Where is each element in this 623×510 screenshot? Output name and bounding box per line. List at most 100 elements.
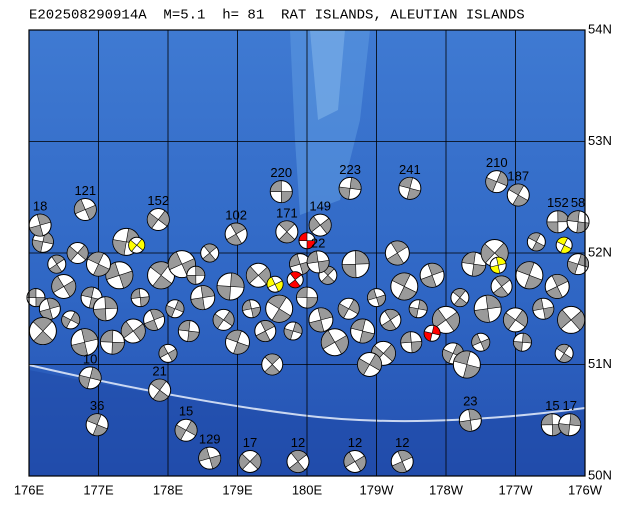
lon-label: 176E xyxy=(14,482,45,497)
lon-label: 177W xyxy=(499,482,534,497)
beachball xyxy=(408,299,428,319)
beachball-part xyxy=(381,309,400,331)
beachball-part xyxy=(298,232,316,250)
beachball xyxy=(51,273,77,299)
beachball xyxy=(367,288,386,308)
lon-label: 178E xyxy=(153,482,184,497)
beachball xyxy=(357,352,383,377)
beachball-part xyxy=(267,295,292,323)
beachball-part xyxy=(473,295,502,323)
beachball xyxy=(38,297,61,320)
beachball xyxy=(158,343,178,363)
lat-label: 54N xyxy=(588,21,612,36)
beachball-part xyxy=(391,450,413,473)
beachball-part xyxy=(308,307,333,333)
beachball-part xyxy=(503,309,528,331)
beachball xyxy=(165,299,185,319)
depth-label: 36 xyxy=(90,398,104,413)
beachball-part xyxy=(321,330,349,355)
shallow-area xyxy=(310,30,345,120)
beachball xyxy=(320,328,349,357)
depth-label: 187 xyxy=(507,168,529,183)
beachball xyxy=(148,378,172,402)
beachball xyxy=(128,236,146,254)
beachball-part xyxy=(48,254,65,274)
beachball xyxy=(198,446,222,470)
beachball-part xyxy=(87,251,110,277)
depth-label: 12 xyxy=(348,435,362,450)
beachball-part xyxy=(283,322,303,341)
beachball-part xyxy=(545,274,569,299)
beachball xyxy=(286,271,304,289)
beachball xyxy=(566,210,590,234)
beachball-part xyxy=(556,344,573,363)
beachball xyxy=(384,240,410,266)
beachball-part xyxy=(51,275,76,298)
depth-label: 58 xyxy=(571,195,585,210)
beachball-part xyxy=(266,276,284,292)
beachball-part xyxy=(296,286,318,309)
beachball xyxy=(558,413,582,437)
depth-label: 223 xyxy=(339,162,361,177)
beachball xyxy=(532,297,555,320)
beachball xyxy=(540,413,564,437)
beachball xyxy=(423,324,441,342)
beachball-part xyxy=(32,317,54,345)
beachball-part xyxy=(71,328,99,356)
beachball-part xyxy=(557,309,585,331)
depth-label: 129 xyxy=(199,432,221,447)
beachball xyxy=(245,262,271,288)
depth-label: 12 xyxy=(291,435,305,450)
beachball xyxy=(28,213,52,237)
beachball xyxy=(241,299,261,319)
beachball xyxy=(66,242,89,264)
lon-label: 180E xyxy=(292,482,323,497)
beachball xyxy=(489,256,507,274)
beachball xyxy=(567,253,590,276)
beachball xyxy=(379,308,402,331)
beachball xyxy=(225,329,250,355)
depth-label: 121 xyxy=(74,183,96,198)
beachball-part xyxy=(61,311,80,329)
depth-label: 210 xyxy=(486,155,508,170)
beachball-part xyxy=(558,413,581,436)
beachball xyxy=(341,250,370,279)
beachball xyxy=(265,294,294,323)
lon-label: 177E xyxy=(83,482,114,497)
beachball-part xyxy=(264,353,281,376)
beachball xyxy=(390,272,419,301)
depth-label: 102 xyxy=(225,207,247,222)
beachball-part xyxy=(408,299,428,318)
beachball xyxy=(458,408,482,432)
beachball-part xyxy=(508,183,529,207)
depth-label: 23 xyxy=(463,394,477,409)
beachball xyxy=(143,308,166,331)
beachball-part xyxy=(255,320,276,342)
beachball-part xyxy=(461,251,487,277)
beachball xyxy=(286,450,310,474)
beachball xyxy=(298,232,316,250)
beachball-part xyxy=(471,333,490,351)
beachball-part xyxy=(288,450,308,473)
beachball-part xyxy=(226,222,247,246)
beachball xyxy=(471,332,491,352)
beachball xyxy=(350,318,376,344)
beachball-part xyxy=(452,288,468,307)
beachball-part xyxy=(343,451,367,472)
beachball xyxy=(216,272,245,301)
depth-label: 12 xyxy=(395,435,409,450)
beachball xyxy=(200,243,220,263)
beachball xyxy=(261,353,284,376)
beachball-part xyxy=(74,198,97,221)
beachball xyxy=(190,285,216,311)
beachball xyxy=(515,261,544,290)
depth-label: 152 xyxy=(147,193,169,208)
trench xyxy=(28,364,586,423)
map-frame xyxy=(28,29,586,477)
beachball-part xyxy=(202,243,218,263)
lat-label: 51N xyxy=(588,356,612,371)
beachball xyxy=(275,220,299,244)
beachball xyxy=(526,232,546,252)
beachball-part xyxy=(246,266,271,285)
